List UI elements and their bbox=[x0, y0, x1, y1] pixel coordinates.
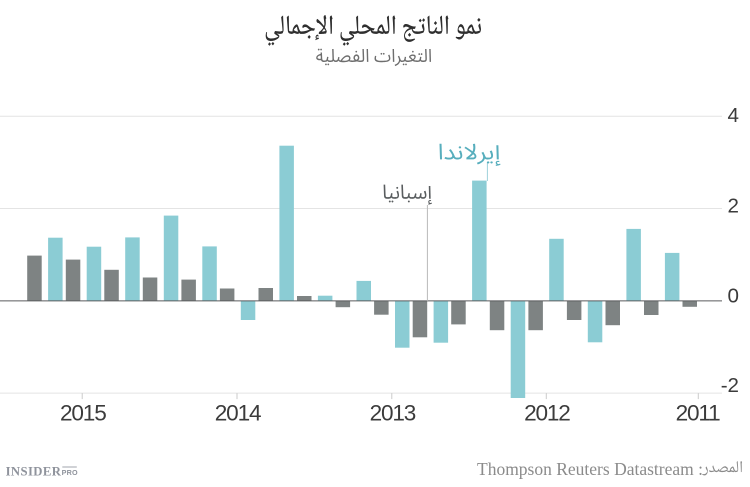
svg-text:PRO: PRO bbox=[62, 468, 78, 477]
svg-text:4: 4 bbox=[728, 104, 739, 127]
svg-text:2: 2 bbox=[728, 195, 739, 218]
svg-text:2014: 2014 bbox=[215, 400, 261, 425]
svg-text:2013: 2013 bbox=[370, 400, 416, 425]
svg-text:2015: 2015 bbox=[60, 400, 106, 425]
svg-text:0: 0 bbox=[728, 285, 739, 308]
svg-text:-2: -2 bbox=[721, 374, 739, 397]
svg-text:2012: 2012 bbox=[524, 400, 570, 425]
svg-text:2011: 2011 bbox=[676, 400, 721, 425]
svg-text:Thompson Reuters Datastream :: Thompson Reuters Datastream : bbox=[477, 459, 703, 479]
svg-text:INSIDER: INSIDER bbox=[6, 465, 62, 479]
